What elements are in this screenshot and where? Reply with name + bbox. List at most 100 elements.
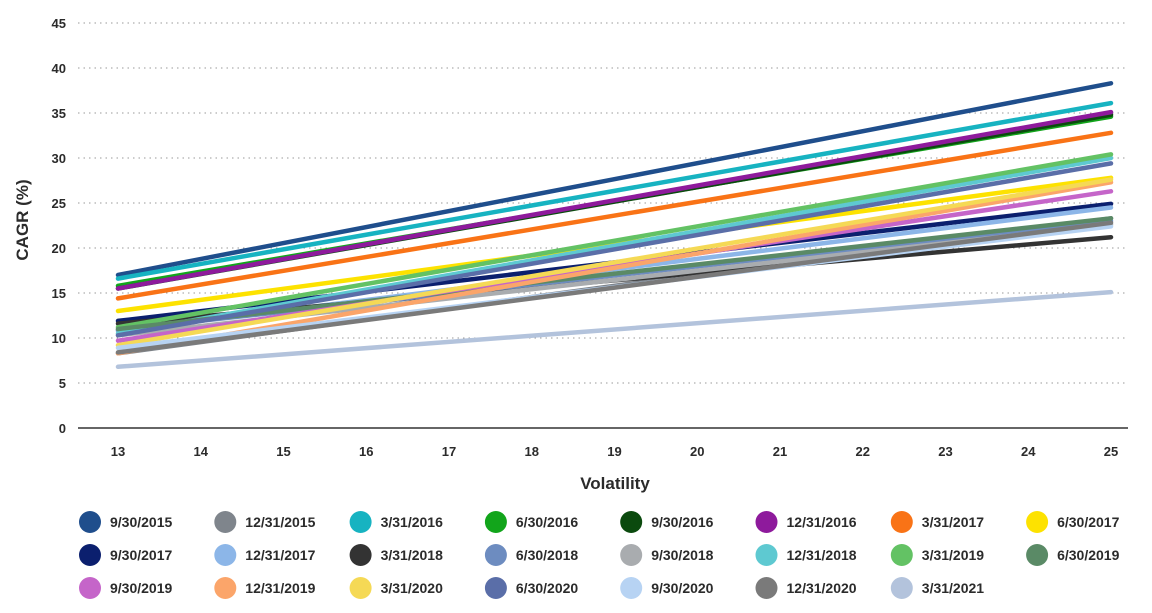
legend-item: 3/31/2018 — [349, 544, 443, 566]
legend-swatch — [349, 544, 372, 566]
x-tick-label: 13 — [111, 444, 125, 459]
legend-label: 3/31/2018 — [381, 547, 443, 563]
legend-item: 6/30/2018 — [484, 544, 578, 566]
legend-item: 12/31/2018 — [755, 544, 857, 566]
series-line-3-31-2017 — [115, 130, 1114, 301]
x-tick-label: 15 — [276, 444, 290, 459]
legend-item: 6/30/2017 — [1026, 511, 1120, 533]
legend-swatch — [484, 544, 507, 566]
series-line-12-31-2018 — [115, 155, 1114, 336]
legend-label: 3/31/2020 — [381, 580, 443, 596]
legend-swatch — [1026, 511, 1049, 533]
x-tick-label: 19 — [607, 444, 621, 459]
legend-swatch — [755, 577, 778, 599]
legend-swatch — [890, 544, 913, 566]
y-axis-title: CAGR (%) — [13, 179, 32, 260]
legend-swatch — [620, 511, 643, 533]
legend-label: 12/31/2019 — [245, 580, 315, 596]
series-line-6-30-2020 — [115, 161, 1114, 338]
legend-item: 12/31/2020 — [755, 577, 857, 599]
legend-label: 6/30/2020 — [516, 580, 578, 596]
y-tick-label: 25 — [52, 196, 66, 211]
legend-item: 9/30/2020 — [620, 577, 714, 599]
legend-label: 9/30/2015 — [110, 514, 172, 530]
legend-item: 12/31/2016 — [755, 511, 857, 533]
legend-label: 9/30/2017 — [110, 547, 172, 563]
legend-label: 6/30/2016 — [516, 514, 578, 530]
legend-item: 3/31/2016 — [349, 511, 443, 533]
y-tick-label: 35 — [52, 106, 66, 121]
legend-item: 9/30/2015 — [79, 511, 172, 533]
series-line-3-31-2020 — [115, 177, 1114, 348]
legend-item: 12/31/2015 — [214, 511, 316, 533]
legend-item: 6/30/2020 — [484, 577, 578, 599]
legend-label: 6/30/2017 — [1057, 514, 1119, 530]
y-tick-label: 10 — [52, 331, 66, 346]
legend-item: 3/31/2021 — [890, 577, 984, 599]
legend-item: 9/30/2016 — [620, 511, 714, 533]
series-line-12-31-2020 — [115, 220, 1114, 355]
x-tick-label: 17 — [442, 444, 456, 459]
legend-label: 3/31/2016 — [381, 514, 443, 530]
legend-label: 9/30/2020 — [651, 580, 713, 596]
series-line-3-31-2016 — [115, 100, 1114, 281]
series-line-12-31-2019 — [115, 180, 1114, 356]
y-axis-ticks: 0 5 10 15 20 25 30 35 40 45 — [52, 16, 66, 436]
legend-label: 9/30/2018 — [651, 547, 713, 563]
legend-swatch — [79, 577, 101, 599]
y-tick-label: 45 — [52, 16, 66, 31]
x-tick-label: 21 — [773, 444, 787, 459]
legend-item: 12/31/2017 — [214, 544, 316, 566]
x-tick-label: 22 — [856, 444, 870, 459]
y-tick-label: 30 — [52, 151, 66, 166]
x-tick-label: 20 — [690, 444, 704, 459]
legend-label: 6/30/2019 — [1057, 547, 1119, 563]
legend-item: 3/31/2017 — [890, 511, 984, 533]
legend-label: 3/31/2021 — [922, 580, 984, 596]
legend-swatch — [214, 544, 237, 566]
legend-swatch — [349, 577, 372, 599]
series-line-3-31-2021 — [115, 289, 1114, 370]
series-line-9-30-2015 — [115, 81, 1114, 278]
y-tick-label: 0 — [59, 421, 66, 436]
legend-item: 3/31/2019 — [890, 544, 984, 566]
x-tick-label: 18 — [525, 444, 539, 459]
x-tick-label: 23 — [938, 444, 952, 459]
legend-swatch — [79, 544, 101, 566]
legend-item: 9/30/2018 — [620, 544, 714, 566]
legend-label: 3/31/2019 — [922, 547, 984, 563]
x-tick-label: 25 — [1104, 444, 1118, 459]
legend-label: 12/31/2020 — [787, 580, 857, 596]
legend-label: 12/31/2018 — [787, 547, 857, 563]
legend-swatch — [620, 544, 643, 566]
series-lines — [115, 81, 1114, 370]
legend-swatch — [890, 511, 913, 533]
y-tick-label: 15 — [52, 286, 66, 301]
legend-swatch — [755, 544, 778, 566]
legend-item: 12/31/2019 — [214, 577, 316, 599]
series-line-6-30-2019 — [115, 216, 1114, 332]
legend-item: 9/30/2019 — [79, 577, 172, 599]
legend-swatch — [755, 511, 778, 533]
legend-swatch — [349, 511, 372, 533]
legend-swatch — [620, 577, 643, 599]
legend-item: 6/30/2016 — [484, 511, 578, 533]
y-tick-label: 40 — [52, 61, 66, 76]
series-line-12-31-2016 — [115, 109, 1114, 291]
legend-swatch — [214, 511, 237, 533]
legend-swatch — [484, 577, 507, 599]
legend-label: 9/30/2019 — [110, 580, 172, 596]
legend-label: 12/31/2016 — [787, 514, 857, 530]
x-axis-ticks: 13 14 15 16 17 18 19 20 21 22 23 24 25 — [111, 444, 1118, 459]
legend-swatch — [890, 577, 913, 599]
legend-label: 9/30/2016 — [651, 514, 713, 530]
x-tick-label: 16 — [359, 444, 373, 459]
x-axis-title: Volatility — [580, 474, 650, 493]
legend: 9/30/2015 12/31/2015 3/31/2016 6/30/2016 9/3… — [79, 511, 1120, 599]
legend-swatch — [79, 511, 101, 533]
legend-label: 6/30/2018 — [516, 547, 578, 563]
x-tick-label: 14 — [194, 444, 209, 459]
legend-label: 3/31/2017 — [922, 514, 984, 530]
legend-swatch — [214, 577, 237, 599]
